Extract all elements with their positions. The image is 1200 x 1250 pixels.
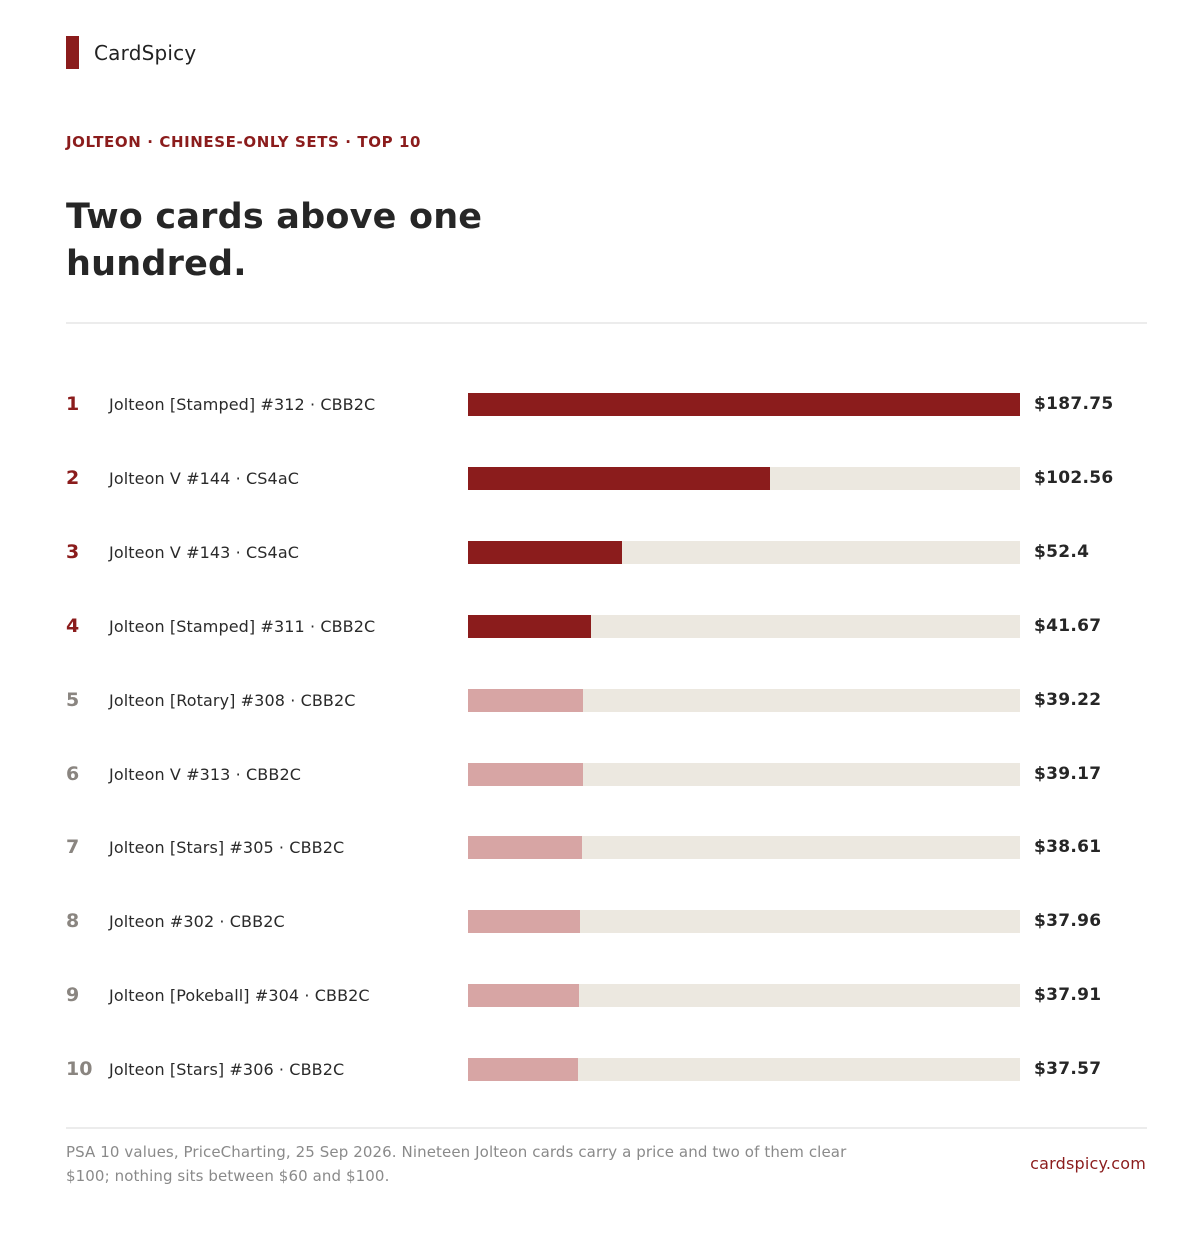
rank-number: 2 <box>66 467 80 489</box>
value-label: $102.56 <box>1034 468 1114 488</box>
bar-row: 9 Jolteon [Pokeball] #304 · CBB2C $37.91 <box>0 984 1200 1008</box>
rank-number: 4 <box>66 615 80 637</box>
value-label: $39.17 <box>1034 764 1102 784</box>
value-label: $39.22 <box>1034 690 1102 710</box>
category-label: Jolteon V #143 · CS4aC <box>109 543 300 562</box>
bar-row: 1 Jolteon [Stamped] #312 · CBB2C $187.75 <box>0 393 1200 417</box>
bar-row: 7 Jolteon [Stars] #305 · CBB2C $38.61 <box>0 836 1200 860</box>
rank-number: 10 <box>66 1058 93 1080</box>
bar-track <box>468 984 1020 1007</box>
category-label: Jolteon V #313 · CBB2C <box>109 765 301 784</box>
rank-number: 3 <box>66 541 80 563</box>
bottom-divider <box>66 1127 1147 1129</box>
category-label: Jolteon [Stars] #306 · CBB2C <box>109 1060 345 1079</box>
category-label: Jolteon V #144 · CS4aC <box>109 469 300 488</box>
bar-row: 5 Jolteon [Rotary] #308 · CBB2C $39.22 <box>0 689 1200 713</box>
bar <box>468 836 582 859</box>
bar <box>468 1058 579 1081</box>
value-label: $41.67 <box>1034 616 1102 636</box>
category-label: Jolteon #302 · CBB2C <box>109 912 285 931</box>
value-label: $37.96 <box>1034 911 1102 931</box>
brand: CardSpicy <box>66 36 196 69</box>
rank-number: 6 <box>66 763 80 785</box>
category-label: Jolteon [Rotary] #308 · CBB2C <box>109 691 356 710</box>
bar <box>468 763 584 786</box>
bar-row: 2 Jolteon V #144 · CS4aC $102.56 <box>0 467 1200 491</box>
top-divider <box>66 322 1147 324</box>
category-label: Jolteon [Stamped] #312 · CBB2C <box>109 395 376 414</box>
bar-row: 8 Jolteon #302 · CBB2C $37.96 <box>0 910 1200 934</box>
bar-track <box>468 541 1020 564</box>
chart-eyebrow: JOLTEON · CHINESE-ONLY SETS · TOP 10 <box>66 133 422 151</box>
bar-track <box>468 763 1020 786</box>
bar-row: 6 Jolteon V #313 · CBB2C $39.17 <box>0 763 1200 787</box>
chart-headline: Two cards above one hundred. <box>66 197 483 284</box>
bar-track <box>468 393 1020 416</box>
bar-row: 4 Jolteon [Stamped] #311 · CBB2C $41.67 <box>0 615 1200 639</box>
bar <box>468 541 623 564</box>
category-label: Jolteon [Pokeball] #304 · CBB2C <box>109 986 370 1005</box>
value-label: $187.75 <box>1034 394 1114 414</box>
rank-number: 8 <box>66 910 80 932</box>
bar-row: 10 Jolteon [Stars] #306 · CBB2C $37.57 <box>0 1058 1200 1082</box>
brand-name: CardSpicy <box>94 40 197 65</box>
rank-number: 5 <box>66 689 80 711</box>
brand-logo-mark <box>66 36 79 69</box>
bar-track <box>468 836 1020 859</box>
value-label: $52.4 <box>1034 542 1090 562</box>
bar-track <box>468 1058 1020 1081</box>
rank-number: 1 <box>66 393 80 415</box>
bar-track <box>468 615 1020 638</box>
rank-number: 7 <box>66 836 80 858</box>
footnote: PSA 10 values, PriceCharting, 25 Sep 202… <box>66 1143 847 1185</box>
bar-track <box>468 910 1020 933</box>
site-link[interactable]: cardspicy.com <box>1030 1154 1146 1173</box>
bar <box>468 467 770 490</box>
value-label: $38.61 <box>1034 837 1102 857</box>
rank-number: 9 <box>66 984 80 1006</box>
bar-track <box>468 467 1020 490</box>
bar <box>468 910 580 933</box>
bar <box>468 615 591 638</box>
bar-track <box>468 689 1020 712</box>
category-label: Jolteon [Stars] #305 · CBB2C <box>109 838 345 857</box>
bar <box>468 689 584 712</box>
bar <box>468 393 1020 416</box>
bar-row: 3 Jolteon V #143 · CS4aC $52.4 <box>0 541 1200 565</box>
value-label: $37.57 <box>1034 1059 1102 1079</box>
category-label: Jolteon [Stamped] #311 · CBB2C <box>109 617 376 636</box>
bar <box>468 984 580 1007</box>
value-label: $37.91 <box>1034 985 1102 1005</box>
